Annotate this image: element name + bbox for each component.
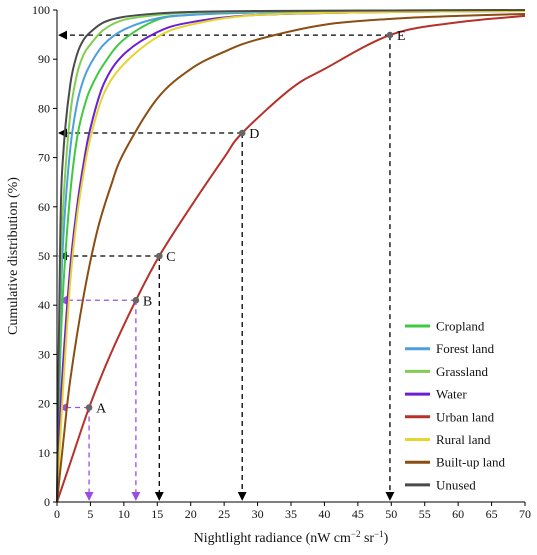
y-tick-label: 0: [44, 495, 50, 509]
y-tick-label: 50: [38, 249, 50, 263]
y-tick-label: 20: [38, 397, 50, 411]
point-marker-a: [85, 404, 93, 411]
point-label-a: A: [96, 402, 107, 417]
x-tick-label: 25: [218, 507, 230, 521]
x-tick-label: 5: [87, 507, 93, 521]
x-axis-title-mid: sr: [360, 531, 374, 546]
point-marker-d: [238, 129, 246, 137]
x-tick-label: 60: [452, 507, 464, 521]
legend-label-water: Water: [436, 387, 467, 402]
x-tick-label: 15: [151, 507, 163, 521]
tick-labels-layer: 0 5 10 15 20 25 30 35 40 45 50 55 60 65 70 0 10 20 30 40 50 6…: [32, 3, 531, 521]
legend-label-unused: Unused: [436, 477, 476, 492]
x-axis-title-sup2: −1: [374, 529, 384, 539]
x-axis-title-main: Nightlight radiance (nW cm: [194, 531, 351, 546]
point-label-c: C: [166, 250, 175, 265]
series-line-water: [56, 9, 526, 503]
series-line-built-up-land: [56, 12, 526, 503]
legend-label-urban-land: Urban land: [436, 409, 495, 424]
point-marker-c: [155, 252, 163, 260]
legend: Cropland Forest land Grassland Water Urban l…: [405, 319, 505, 492]
guide-lines-layer: [58, 30, 395, 501]
series-lines-layer: [56, 9, 526, 503]
legend-label-built-up-land: Built-up land: [436, 455, 505, 470]
point-label-b: B: [143, 294, 152, 309]
series-line-cropland: [56, 9, 526, 503]
axes-layer: [56, 10, 525, 503]
x-tick-label: 70: [519, 507, 531, 521]
series-line-grassland: [56, 9, 526, 503]
y-tick-label: 10: [38, 446, 50, 460]
x-tick-label: 40: [318, 507, 330, 521]
legend-label-forest-land: Forest land: [436, 341, 495, 356]
series-line-forest-land: [56, 9, 526, 503]
x-tick-label: 50: [385, 507, 397, 521]
annotation-points-layer: A B C D E: [85, 29, 406, 417]
y-tick-label: 80: [38, 101, 50, 115]
x-tick-label: 30: [252, 507, 264, 521]
point-marker-e: [386, 31, 394, 39]
x-axis-title-sup1: −2: [351, 529, 361, 539]
point-label-d: D: [249, 127, 259, 142]
legend-label-rural-land: Rural land: [436, 432, 491, 447]
legend-label-cropland: Cropland: [436, 319, 485, 334]
x-tick-label: 65: [486, 507, 498, 521]
series-line-rural-land: [56, 9, 526, 503]
x-tick-label: 20: [185, 507, 197, 521]
x-tick-label: 0: [54, 507, 60, 521]
y-axis-title: Cumulative distribution (%): [6, 177, 21, 335]
x-tick-label: 35: [285, 507, 297, 521]
y-tick-label: 90: [38, 52, 50, 66]
x-tick-label: 10: [118, 507, 130, 521]
y-tick-label: 70: [38, 151, 50, 165]
x-axis-title: Nightlight radiance (nW cm−2 sr−1): [194, 529, 389, 546]
point-label-e: E: [397, 29, 406, 44]
legend-label-grassland: Grassland: [436, 364, 488, 379]
series-line-urban-land: [56, 14, 526, 503]
x-axis-title-end: ): [384, 531, 389, 546]
y-tick-label: 40: [38, 298, 50, 312]
y-tick-label: 60: [38, 200, 50, 214]
y-tick-label: 30: [38, 347, 50, 361]
point-marker-b: [132, 296, 140, 304]
x-tick-label: 45: [352, 507, 364, 521]
x-tick-label: 55: [419, 507, 431, 521]
y-tick-label: 100: [32, 3, 50, 17]
series-line-unused: [56, 9, 526, 503]
